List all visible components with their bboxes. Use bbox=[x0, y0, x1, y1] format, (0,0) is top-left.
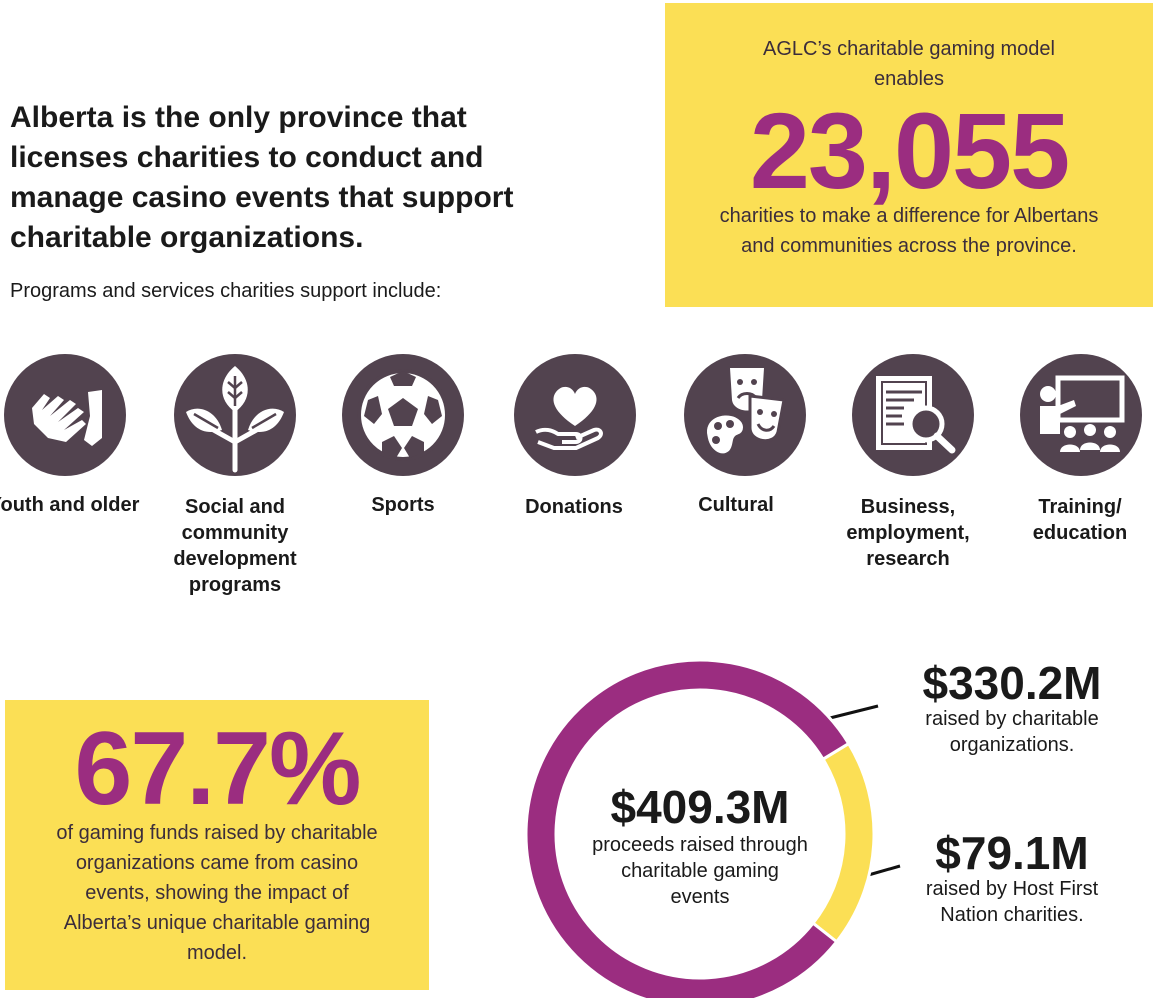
soccer-ball-icon bbox=[342, 354, 464, 476]
handshake-icon bbox=[4, 354, 126, 476]
first-nation-label: raised by Host First Nation charities. bbox=[925, 878, 1099, 926]
document-magnifier-icon bbox=[852, 354, 974, 476]
donut-slice-charitable-organizations bbox=[524, 658, 851, 998]
charities-count-box: AGLC’s charitable gaming model enables 2… bbox=[665, 3, 1153, 307]
donut-slice-host-first-nation bbox=[810, 741, 876, 944]
charities-count-caption: charities to make a difference for Alber… bbox=[719, 205, 1099, 257]
headline: Alberta is the only province that licens… bbox=[10, 101, 514, 254]
category-label-business: Business, employment, research bbox=[846, 496, 970, 570]
plant-icon bbox=[174, 354, 296, 476]
total-proceeds-label: proceeds raised through charitable gamin… bbox=[592, 834, 808, 908]
category-label-youth: Youth and older bbox=[0, 494, 140, 516]
charities-count-intro: AGLC’s charitable gaming model enables bbox=[762, 38, 1055, 90]
category-label-sports: Sports bbox=[371, 494, 435, 516]
subline: Programs and services charities support … bbox=[10, 280, 442, 302]
category-label-social: Social and community development program… bbox=[173, 496, 297, 596]
casino-share-number: 67.7% bbox=[74, 711, 362, 827]
first-nation-value: $79.1M bbox=[935, 827, 1089, 879]
category-label-training: Training/ education bbox=[1032, 496, 1128, 544]
casino-share-box: 67.7% of gaming funds raised by charitab… bbox=[5, 700, 429, 990]
category-label-donations: Donations bbox=[525, 496, 623, 518]
charitable-org-value: $330.2M bbox=[922, 657, 1102, 709]
heart-in-hand-icon bbox=[514, 354, 636, 476]
total-proceeds-value: $409.3M bbox=[610, 781, 790, 833]
charitable-org-label: raised by charitable organizations. bbox=[925, 708, 1099, 756]
charities-count-number: 23,055 bbox=[749, 90, 1070, 211]
casino-share-caption: of gaming funds raised by charitable org… bbox=[56, 822, 378, 964]
presentation-board-icon bbox=[1020, 354, 1142, 476]
category-label-cultural: Cultural bbox=[698, 494, 774, 516]
theatre-masks-palette-icon bbox=[684, 354, 806, 476]
